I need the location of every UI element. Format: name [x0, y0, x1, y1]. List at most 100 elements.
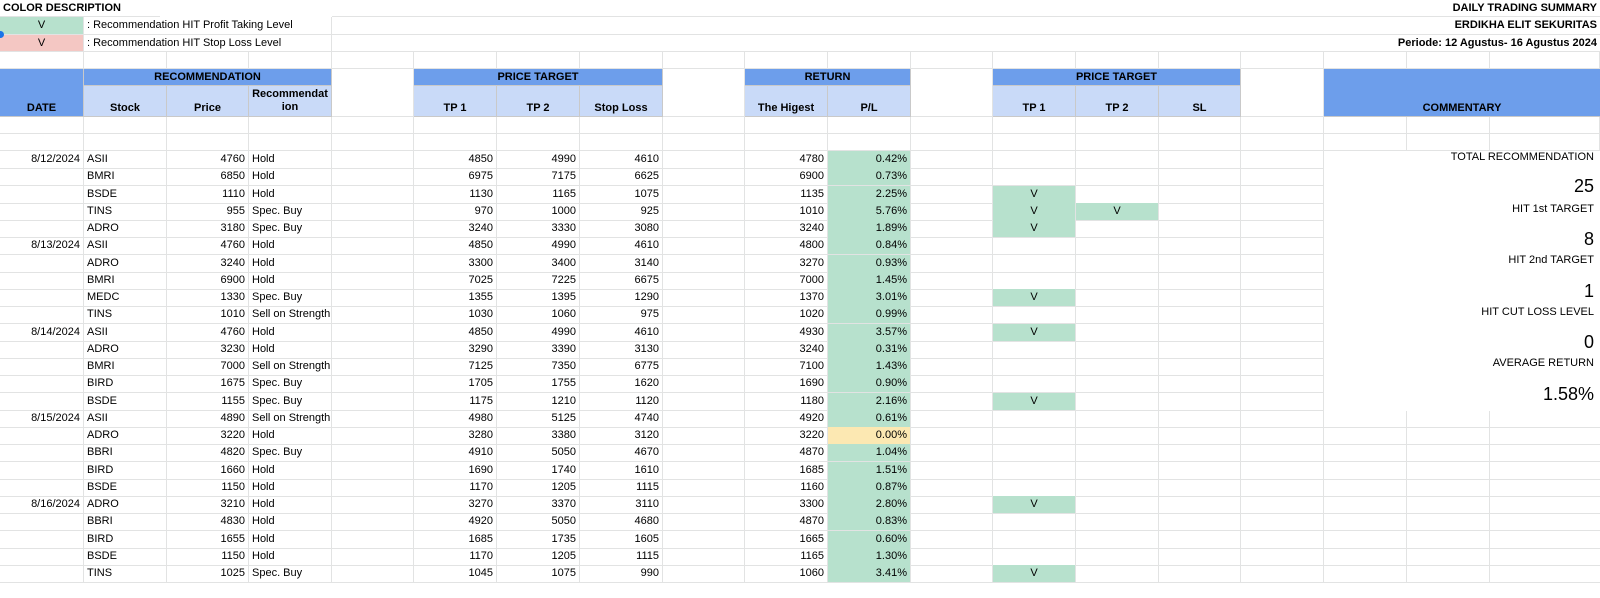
cell-tp2[interactable]: 4990 — [497, 324, 580, 342]
cell-tp1[interactable]: 1705 — [414, 375, 497, 393]
cell-hit-sl[interactable] — [1159, 444, 1241, 462]
cell-stock[interactable]: ADRO — [84, 341, 167, 359]
cell-hit-tp2[interactable] — [1076, 186, 1159, 204]
col-header-highest[interactable]: The Higest — [745, 86, 828, 117]
cell-stop-loss[interactable]: 4610 — [580, 151, 663, 169]
cell-stock[interactable]: BMRI — [84, 272, 167, 290]
empty-cell[interactable] — [663, 375, 745, 393]
cell-hit-tp1[interactable] — [993, 462, 1076, 480]
cell-price[interactable]: 3230 — [167, 341, 249, 359]
empty-cell[interactable] — [1490, 444, 1600, 462]
cell-recommendation[interactable]: Spec. Buy — [249, 203, 332, 221]
empty-cell[interactable] — [1407, 52, 1490, 69]
cell-stop-loss[interactable]: 3120 — [580, 427, 663, 445]
cell-hit-sl[interactable] — [1159, 462, 1241, 480]
empty-cell[interactable] — [1241, 444, 1324, 462]
cell-stop-loss[interactable]: 1115 — [580, 479, 663, 497]
empty-cell[interactable] — [911, 237, 993, 255]
cell-price[interactable]: 6900 — [167, 272, 249, 290]
empty-cell[interactable] — [84, 117, 167, 134]
cell-hit-tp1[interactable] — [993, 168, 1076, 186]
group-return[interactable]: RETURN — [745, 69, 911, 86]
cell-pl[interactable]: 0.87% — [828, 479, 911, 497]
cell-hit-tp2[interactable] — [1076, 410, 1159, 428]
empty-cell[interactable] — [663, 341, 745, 359]
cell-stop-loss[interactable]: 3080 — [580, 220, 663, 238]
cell-date[interactable] — [0, 186, 84, 204]
empty-cell[interactable] — [663, 186, 745, 204]
group-recommendation[interactable]: RECOMMENDATION — [84, 69, 332, 86]
cell-tp2[interactable]: 1165 — [497, 186, 580, 204]
cell-pl[interactable]: 2.25% — [828, 186, 911, 204]
cell-hit-tp2[interactable] — [1076, 427, 1159, 445]
cell-hit-tp1[interactable] — [993, 272, 1076, 290]
cell-date[interactable] — [0, 341, 84, 359]
cell-date[interactable]: 8/15/2024 — [0, 410, 84, 428]
empty-cell[interactable] — [332, 306, 414, 324]
cell-hit-tp2[interactable] — [1076, 341, 1159, 359]
empty-cell[interactable] — [1241, 52, 1324, 69]
cell-hit-sl[interactable] — [1159, 548, 1241, 566]
cell-hit-sl[interactable] — [1159, 272, 1241, 290]
empty-cell[interactable] — [1490, 548, 1600, 566]
cell-recommendation[interactable]: Spec. Buy — [249, 220, 332, 238]
col-header-stock[interactable]: Stock — [84, 86, 167, 117]
empty-cell[interactable] — [663, 306, 745, 324]
cell-pl[interactable]: 0.93% — [828, 255, 911, 273]
empty-cell[interactable] — [249, 52, 332, 69]
empty-cell[interactable] — [1241, 324, 1324, 342]
empty-cell[interactable] — [0, 134, 84, 151]
cell-hit-sl[interactable] — [1159, 531, 1241, 549]
selection-handle-icon[interactable] — [0, 31, 4, 38]
empty-cell[interactable] — [663, 69, 745, 117]
cell-hit-tp1[interactable]: V — [993, 393, 1076, 411]
cell-hit-tp2[interactable] — [1076, 289, 1159, 307]
empty-cell[interactable] — [332, 341, 414, 359]
empty-cell[interactable] — [993, 52, 1076, 69]
cell-hit-sl[interactable] — [1159, 306, 1241, 324]
cell-stop-loss[interactable]: 4610 — [580, 237, 663, 255]
empty-cell[interactable] — [663, 151, 745, 169]
cell-date[interactable]: 8/12/2024 — [0, 151, 84, 169]
col-header-hit-tp1[interactable]: TP 1 — [993, 86, 1076, 117]
cell-hit-tp1[interactable] — [993, 513, 1076, 531]
cell-pl[interactable]: 3.01% — [828, 289, 911, 307]
cell-hit-tp2[interactable] — [1076, 375, 1159, 393]
empty-cell[interactable] — [1324, 134, 1407, 151]
empty-cell[interactable] — [663, 496, 745, 514]
empty-cell[interactable] — [1490, 479, 1600, 497]
cell-hit-sl[interactable] — [1159, 479, 1241, 497]
empty-cell[interactable] — [497, 134, 580, 151]
cell-stock[interactable]: BIRD — [84, 375, 167, 393]
cell-tp1[interactable]: 1685 — [414, 531, 497, 549]
cell-tp1[interactable]: 970 — [414, 203, 497, 221]
cell-recommendation[interactable]: Hold — [249, 324, 332, 342]
cell-tp1[interactable]: 4920 — [414, 513, 497, 531]
cell-price[interactable]: 1150 — [167, 479, 249, 497]
cell-pl[interactable]: 0.73% — [828, 168, 911, 186]
cell-highest[interactable]: 6900 — [745, 168, 828, 186]
empty-cell[interactable] — [332, 117, 414, 134]
empty-cell[interactable] — [1324, 444, 1407, 462]
cell-hit-sl[interactable] — [1159, 496, 1241, 514]
empty-cell[interactable] — [1407, 462, 1490, 480]
empty-cell[interactable] — [332, 479, 414, 497]
empty-cell[interactable] — [1241, 237, 1324, 255]
cell-tp1[interactable]: 4910 — [414, 444, 497, 462]
cell-pl[interactable]: 2.80% — [828, 496, 911, 514]
cell-pl[interactable]: 3.57% — [828, 324, 911, 342]
cell-pl[interactable]: 0.90% — [828, 375, 911, 393]
cell-pl[interactable]: 0.31% — [828, 341, 911, 359]
cell-tp1[interactable]: 3290 — [414, 341, 497, 359]
cell-recommendation[interactable]: Hold — [249, 462, 332, 480]
cell-tp2[interactable]: 1060 — [497, 306, 580, 324]
cell-price[interactable]: 4760 — [167, 324, 249, 342]
cell-hit-sl[interactable] — [1159, 168, 1241, 186]
empty-cell[interactable] — [745, 134, 828, 151]
cell-price[interactable]: 955 — [167, 203, 249, 221]
cell-recommendation[interactable]: Hold — [249, 168, 332, 186]
empty-cell[interactable] — [249, 134, 332, 151]
cell-stop-loss[interactable]: 925 — [580, 203, 663, 221]
empty-cell[interactable] — [414, 117, 497, 134]
cell-tp2[interactable]: 1735 — [497, 531, 580, 549]
